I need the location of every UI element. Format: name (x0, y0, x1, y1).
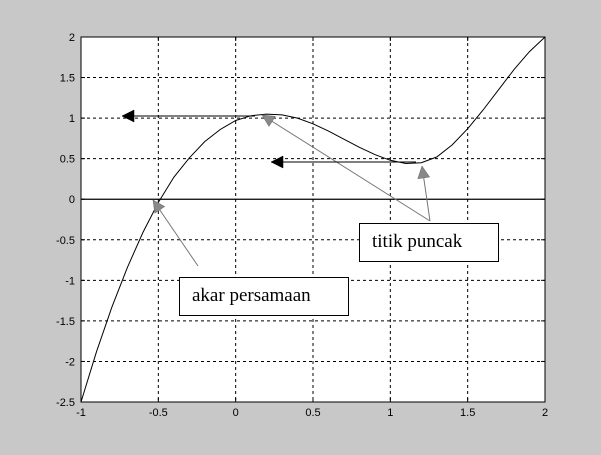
peak-arrow-max-shaft (261, 114, 431, 222)
y-tick-label: -1 (65, 275, 75, 287)
x-tick-label: 0.5 (305, 407, 320, 419)
y-tick-label: -0.5 (56, 235, 75, 247)
root-arrow-shaft (152, 199, 199, 267)
y-tick-label: 1.5 (60, 73, 75, 85)
x-tick-label: 2 (542, 407, 548, 419)
peak-arrow-max-head (261, 114, 276, 127)
y-tick-label: -2.5 (56, 397, 75, 409)
y-tick-label: -2 (65, 356, 75, 368)
peak-arrow-min-head (417, 165, 431, 180)
x-tick-label: -1 (76, 407, 86, 419)
annotation-arrows (121, 109, 431, 267)
x-tick-label: 1 (387, 407, 393, 419)
y-tick-label: 0.5 (60, 154, 75, 166)
x-tick-label: -0.5 (149, 407, 168, 419)
y-tick-label: -1.5 (56, 316, 75, 328)
y-tick-label: 1 (69, 113, 75, 125)
function-curve (80, 36, 546, 403)
y-tick-label: 2 (69, 32, 75, 44)
annotation-titik-puncak: titik puncak (359, 223, 499, 262)
root-arrow-head (152, 199, 166, 214)
annotation-akar-persamaan-text: akar persamaan (192, 285, 311, 306)
x-tick-label: 0 (233, 407, 239, 419)
min-level-arrow-head (270, 155, 284, 169)
max-level-arrow-head (121, 109, 135, 123)
x-tick-label: 1.5 (460, 407, 475, 419)
y-axis-ticks: 2 1.5 1 0.5 0 -0.5 -1 -1.5 -2 -2.5 (56, 32, 545, 409)
y-tick-label: 0 (69, 194, 75, 206)
annotation-titik-puncak-text: titik puncak (372, 231, 463, 252)
annotation-akar-persamaan: akar persamaan (179, 277, 349, 316)
